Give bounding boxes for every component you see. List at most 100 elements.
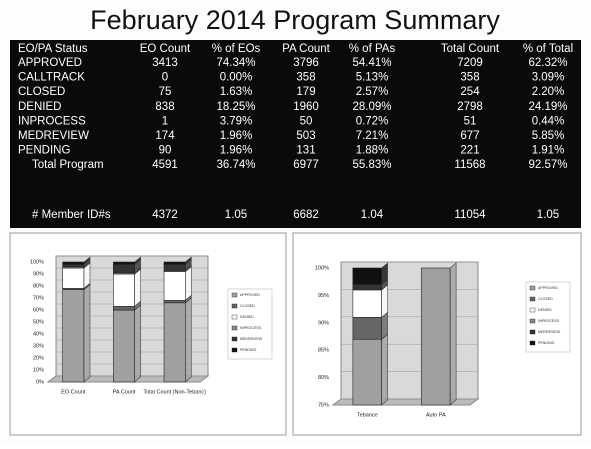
table-cell: 838	[155, 101, 174, 113]
table-cell: 1.96%	[220, 130, 253, 142]
bar-side	[185, 256, 192, 266]
bar-segment	[113, 306, 135, 311]
table-cell: 2.57%	[356, 86, 389, 98]
table-cell: # Member ID#s	[32, 209, 111, 221]
y-tick-label: 90%	[318, 320, 329, 326]
bar-side	[381, 262, 388, 286]
table-cell: 7.21%	[356, 130, 389, 142]
table-cell: 2.20%	[532, 86, 565, 98]
bar-side	[134, 268, 141, 308]
table-cell: MEDREVIEW	[18, 130, 89, 142]
y-tick-label: 100%	[30, 259, 44, 265]
bar-segment	[62, 264, 85, 268]
bar-segment	[352, 317, 382, 340]
table-cell: 62.32%	[528, 57, 567, 69]
bar-side	[134, 256, 141, 266]
table-cell: 18.25%	[216, 101, 255, 113]
table-cell: EO Count	[140, 43, 191, 55]
bar-segment	[352, 267, 382, 285]
table-cell: 254	[460, 86, 480, 98]
legend-label: INPROCESS	[538, 319, 560, 323]
table-cell: 51	[464, 115, 477, 127]
table-cell: 0	[162, 72, 168, 84]
bar-segment	[352, 289, 382, 318]
table-cell: 5.85%	[532, 130, 565, 142]
bar-segment	[421, 267, 451, 406]
table-cell: 179	[296, 86, 315, 98]
y-tick-label: 70%	[33, 295, 44, 301]
bar-segment	[163, 302, 186, 383]
legend-swatch	[529, 318, 536, 324]
table-cell: 1	[162, 115, 168, 127]
table-cell: 3796	[293, 57, 319, 69]
legend-label: CLOSED	[538, 297, 553, 301]
table-cell: 74.34%	[216, 57, 255, 69]
legend-swatch	[529, 340, 536, 346]
table-cell: 28.09%	[352, 101, 391, 113]
table-cell: 1.91%	[532, 145, 565, 157]
table-cell: 36.74%	[216, 159, 255, 171]
table-cell: 677	[460, 130, 479, 142]
legend-swatch	[529, 329, 536, 335]
bar-segment	[113, 309, 135, 383]
y-tick-label: 80%	[33, 283, 44, 289]
table-cell: 221	[460, 145, 479, 157]
table-background	[10, 40, 581, 228]
table-cell: 1.05	[537, 209, 559, 221]
bar-side	[134, 304, 141, 383]
legend-label: PENDING	[538, 341, 555, 345]
bar-side	[185, 297, 192, 383]
bar-side	[185, 265, 192, 302]
bar-side	[83, 256, 91, 266]
table-cell: 1.04	[361, 209, 384, 221]
table-cell: CALLTRACK	[18, 72, 85, 84]
table-cell: 131	[296, 145, 315, 157]
table-cell: PA Count	[282, 43, 331, 55]
x-tick-label: PA Count	[113, 389, 136, 395]
table-cell: 358	[296, 72, 315, 84]
legend-box	[227, 288, 273, 360]
x-tick-label: Auto PA	[426, 412, 446, 418]
table-cell: APPROVED	[18, 57, 82, 69]
bar-segment	[352, 338, 382, 406]
table-cell: 2798	[457, 101, 483, 113]
table-cell: INPROCESS	[18, 115, 86, 127]
table-cell: PENDING	[18, 145, 70, 157]
table-cell: 6682	[293, 209, 319, 221]
legend-swatch	[231, 292, 238, 298]
table-cell: EO/PA Status	[18, 43, 88, 55]
table-cell: 1.88%	[356, 145, 389, 157]
table-cell: 5.13%	[356, 72, 389, 84]
table-cell: % of PAs	[349, 43, 396, 55]
table-cell: 90	[159, 145, 172, 157]
bar-segment	[352, 284, 382, 291]
legend-swatch	[231, 347, 238, 353]
legend-box	[525, 281, 571, 353]
table-cell: CLOSED	[18, 86, 65, 98]
table-cell: % of Total	[523, 43, 573, 55]
legend-swatch	[529, 296, 536, 302]
table-cell: 24.19%	[528, 101, 567, 113]
table-cell: 1.96%	[220, 145, 253, 157]
bar-segment	[163, 300, 186, 304]
table-cell: 54.41%	[352, 57, 391, 69]
bar-segment	[62, 267, 85, 289]
table-cell: 174	[155, 130, 175, 142]
table-cell: DENIED	[18, 101, 61, 113]
table-cell: 0.44%	[532, 115, 565, 127]
legend-label: INPROCESS	[240, 326, 262, 330]
table-cell: 3.79%	[220, 115, 253, 127]
legend-label: CLOSED	[240, 304, 255, 308]
y-tick-label: 100%	[315, 265, 329, 271]
table-cell: 3413	[152, 57, 178, 69]
legend-swatch	[231, 314, 238, 320]
table-cell: 75	[159, 86, 172, 98]
table-cell: Total Count	[441, 43, 500, 55]
y-tick-label: 90%	[33, 271, 44, 277]
legend-swatch	[231, 325, 238, 331]
legend-label: PENDING	[240, 348, 257, 352]
x-tick-label: Tebance	[357, 412, 378, 418]
table-cell: 1.63%	[220, 86, 253, 98]
bar-segment	[62, 289, 85, 383]
table-cell: 92.57%	[528, 159, 567, 171]
